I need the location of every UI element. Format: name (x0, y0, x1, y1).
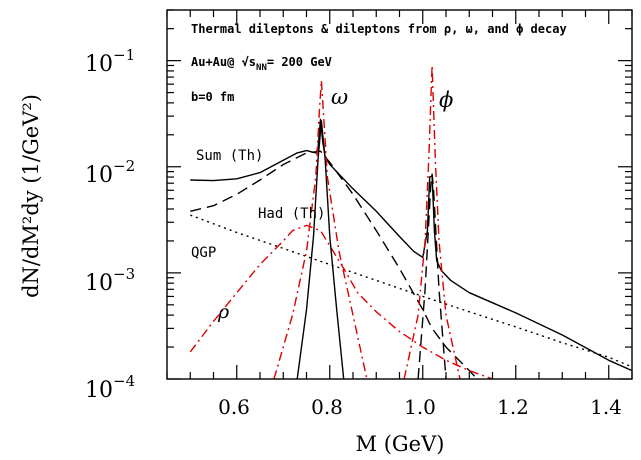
label-omega: ω (331, 85, 348, 109)
label-rho: ρ (217, 301, 230, 323)
curves-group (189, 64, 632, 379)
y-tick-label: 10−1 (85, 46, 135, 77)
annotation-title: Thermal dileptons & dileptons from ρ, ω,… (191, 22, 567, 36)
x-tick-label: 1.4 (590, 395, 622, 419)
series-line-omega_red (273, 79, 368, 379)
series-line-omega (296, 120, 345, 379)
label-had: Had (Th) (258, 206, 325, 222)
y-axis-label: dN/dM²dy (1/GeV²) (19, 94, 43, 298)
x-axis-label: M (GeV) (356, 432, 445, 456)
label-sum: Sum (Th) (196, 148, 263, 164)
series-line-had (190, 150, 479, 379)
series-line-phi_red (403, 64, 461, 379)
series-line-rho (189, 224, 493, 379)
x-tick-label: 0.8 (311, 395, 343, 419)
y-tick-label: 10−2 (85, 157, 135, 188)
annotation-collision: Au+Au@ √sNN= 200 GeV (191, 55, 332, 73)
y-tick-label: 10−3 (85, 265, 135, 296)
x-tick-label: 1.2 (497, 395, 529, 419)
y-tick-label: 10−4 (85, 372, 135, 403)
series-line-qgp (190, 214, 632, 368)
label-qgp: QGP (191, 245, 216, 261)
x-tick-label: 1.0 (404, 395, 436, 419)
axis-ticks-group (166, 9, 633, 380)
annotation-impact-parameter: b=0 fm (191, 90, 234, 104)
x-tick-label: 0.6 (218, 395, 250, 419)
series-line-phi (417, 173, 447, 379)
series-line-sum (190, 118, 632, 372)
label-phi: ϕ (439, 88, 453, 112)
